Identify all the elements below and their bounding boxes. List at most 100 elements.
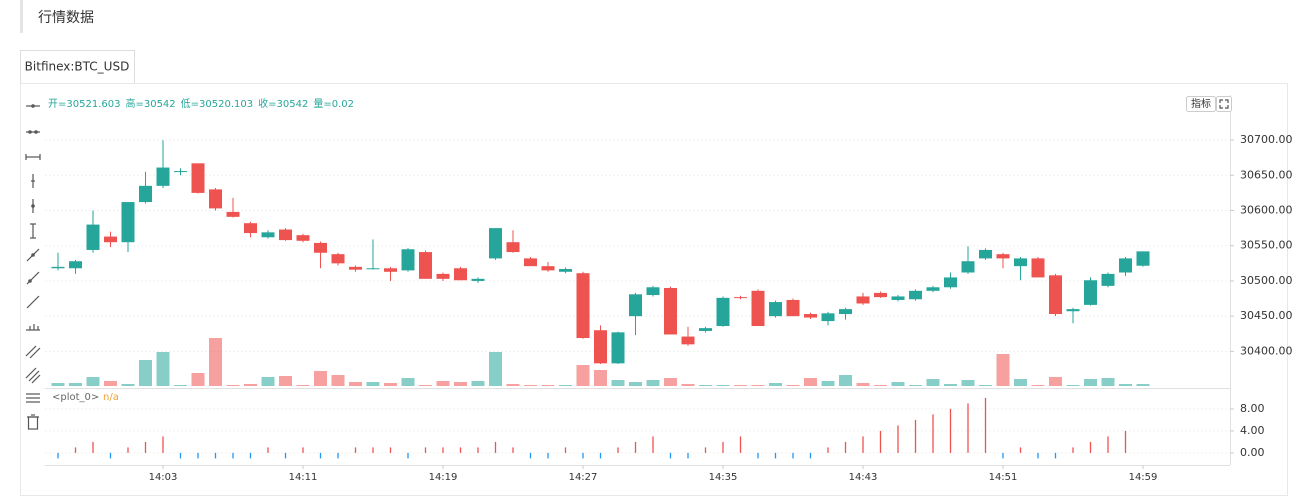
volume-bar [1119, 384, 1132, 386]
volume-bar [139, 360, 152, 386]
candle-body [839, 309, 852, 315]
volume-bar [874, 385, 887, 386]
candle-body [856, 296, 870, 304]
x-tick-label: 14:35 [709, 472, 738, 483]
candle-body [734, 297, 747, 299]
volume-bar [769, 383, 782, 386]
volume-bar [996, 354, 1010, 386]
indicator-button[interactable] [1186, 96, 1216, 112]
volume-bar [384, 383, 397, 386]
candle-body [174, 171, 187, 173]
volume-bar [926, 379, 940, 386]
candle-body [471, 278, 485, 281]
tool-icon[interactable] [26, 104, 40, 108]
volume-bar [944, 384, 957, 386]
volume-bar [909, 385, 922, 386]
candle-body [629, 294, 642, 317]
volume-bar [121, 384, 135, 386]
candle-body [664, 287, 677, 335]
volume-bar [296, 385, 310, 386]
candle-body [191, 163, 205, 193]
volume-bar [489, 352, 502, 386]
volume-bar [699, 385, 712, 386]
volume-bar [454, 382, 467, 386]
candle-body [699, 328, 712, 331]
candle-body [804, 314, 817, 318]
candle-body [926, 287, 940, 291]
candle-body [576, 273, 590, 338]
y-tick-label: 30450.00 [1240, 309, 1293, 322]
tool-icon[interactable] [26, 248, 40, 262]
volume-bar [891, 382, 905, 386]
volume-bar [751, 385, 765, 386]
indicator-button-label[interactable]: 指标 [1191, 97, 1211, 110]
volume-bar [979, 385, 992, 386]
volume-bar [594, 370, 607, 386]
volume-bar [331, 375, 345, 386]
tool-icon[interactable] [26, 393, 40, 403]
volume-bar [1066, 385, 1080, 386]
candle-body [1084, 280, 1097, 305]
volume-bar [541, 385, 555, 386]
fullscreen-icon[interactable] [1219, 99, 1229, 109]
candle-body [646, 287, 660, 296]
candle-body [1031, 258, 1045, 278]
volume-bar [839, 375, 852, 386]
candle-body [209, 189, 222, 209]
volume-bar [86, 377, 100, 386]
volume-bar [734, 385, 747, 386]
candle-body [454, 268, 467, 281]
tool-icon[interactable] [25, 345, 41, 359]
volume-bar [716, 385, 730, 386]
volume-bar [1031, 385, 1045, 386]
tool-icon[interactable] [30, 223, 36, 239]
volume-bar [1049, 377, 1062, 386]
y-tick-label: 30700.00 [1240, 133, 1293, 146]
tool-icon[interactable] [31, 199, 35, 213]
candle-body [1014, 258, 1027, 267]
candle-body [1066, 309, 1080, 312]
candle-body [296, 235, 310, 241]
candle-body [226, 211, 240, 217]
volume-bar [69, 383, 82, 386]
volume-bar [51, 383, 65, 386]
candle-body [1119, 258, 1132, 273]
candle-body [244, 223, 257, 234]
volume-bar [314, 371, 327, 386]
volume-bar [226, 385, 240, 386]
fullscreen-button[interactable] [1216, 96, 1232, 112]
tool-icon[interactable] [25, 154, 41, 160]
tool-icon[interactable] [31, 174, 35, 188]
volume-bar [611, 380, 625, 386]
candle-body [769, 302, 782, 317]
volume-bar [856, 383, 870, 386]
candle-body [436, 273, 450, 279]
tool-icon[interactable] [25, 367, 41, 384]
volume-bar [559, 385, 572, 386]
y-tick-label: 30550.00 [1240, 239, 1293, 252]
x-tick-label: 14:27 [569, 472, 598, 483]
tab[interactable] [20, 50, 135, 84]
y-tick-label: 30600.00 [1240, 204, 1293, 217]
candle-body [156, 167, 170, 186]
header-accent [20, 0, 23, 33]
legend-item: 量=0.02 [313, 98, 354, 110]
plot-value: n/a [103, 392, 119, 403]
volume-bar [191, 373, 205, 386]
tool-icon[interactable] [26, 295, 40, 309]
volume-bar [1084, 379, 1097, 386]
volume-bar [664, 378, 677, 386]
volume-bar [209, 338, 222, 386]
tool-icon[interactable] [26, 324, 40, 331]
candle-body [121, 202, 135, 243]
tab-label[interactable]: Bitfinex:BTC_USD [25, 60, 130, 74]
delete-icon[interactable] [27, 414, 39, 430]
volume-bar [174, 385, 187, 386]
volume-bar [471, 381, 485, 386]
tool-icon[interactable] [26, 130, 40, 134]
candle-body [69, 261, 82, 269]
tool-icon[interactable] [26, 271, 40, 285]
volume-bar [821, 381, 835, 386]
